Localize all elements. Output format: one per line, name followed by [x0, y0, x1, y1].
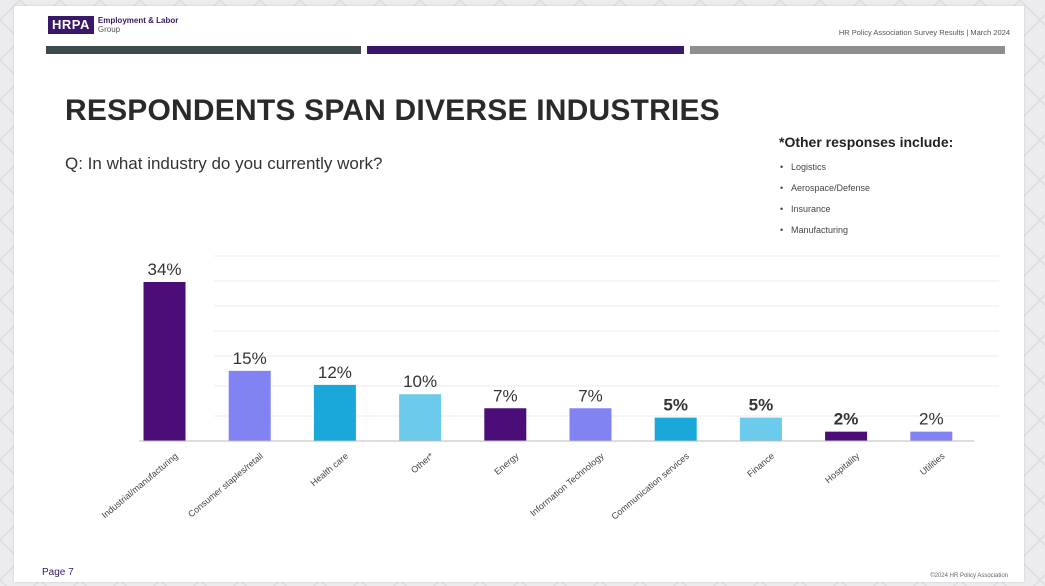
data-label: 5% — [663, 396, 688, 415]
data-label: 7% — [578, 386, 603, 405]
data-label: 2% — [919, 410, 944, 429]
header-rule-purple — [367, 46, 684, 54]
data-label: 34% — [147, 260, 181, 279]
bar — [313, 384, 356, 441]
bar — [484, 408, 527, 441]
category-label: Consumer staples/retail — [186, 451, 265, 519]
bar — [143, 282, 186, 441]
other-response-item: Logistics — [779, 160, 953, 181]
bar — [569, 408, 612, 441]
header-rule-light — [690, 46, 1005, 54]
header-meta: HR Policy Association Survey Results | M… — [838, 28, 1010, 37]
industry-bar-chart: 34% Industrial/manufacturing 15% Consumer s… — [100, 255, 999, 522]
bar — [228, 370, 271, 441]
other-responses-title: *Other responses include: — [779, 134, 954, 150]
bar — [910, 431, 953, 441]
data-label: 5% — [749, 396, 774, 415]
data-label: 15% — [233, 349, 267, 368]
header-rule-gray — [46, 46, 361, 54]
bar — [739, 417, 782, 441]
hrpa-logo: HRPA Employment & Labor Group — [48, 16, 178, 34]
category-label: Utilities — [918, 451, 947, 478]
data-label: 7% — [493, 386, 518, 405]
other-response-item: Aerospace/Defense — [779, 181, 953, 202]
category-label: Industrial/manufacturing — [100, 451, 180, 520]
category-label: Communication services — [609, 451, 691, 522]
logo-line-2: Group — [97, 25, 121, 34]
logo-mark: HRPA — [48, 16, 94, 34]
other-response-item: Manufacturing — [779, 223, 953, 244]
category-label: Hospitality — [823, 451, 862, 486]
slide-title: RESPONDENTS SPAN DIVERSE INDUSTRIES — [65, 94, 720, 127]
category-label: Energy — [492, 451, 521, 477]
data-label: 2% — [834, 410, 859, 429]
category-label: Other* — [409, 451, 436, 476]
data-label: 12% — [318, 363, 352, 382]
bar — [654, 417, 697, 441]
other-response-item: Insurance — [779, 202, 953, 223]
survey-question: Q: In what industry do you currently wor… — [65, 154, 383, 173]
page-number: Page 7 — [42, 567, 74, 578]
other-responses-box: *Other responses include: Logistics Aero… — [779, 134, 953, 244]
category-label: Health care — [308, 451, 350, 488]
data-label: 10% — [403, 372, 437, 391]
bar — [825, 431, 868, 441]
logo-text: Employment & Labor Group — [98, 16, 178, 34]
category-label: Information Technology — [528, 451, 606, 519]
category-label: Finance — [745, 451, 776, 479]
slide: HRPA Employment & Labor Group HR Policy … — [14, 6, 1024, 582]
bar — [399, 394, 442, 441]
other-responses-list: Logistics Aerospace/Defense Insurance Ma… — [779, 160, 953, 244]
logo-line-1: Employment & Labor — [97, 16, 179, 25]
copyright: ©2024 HR Policy Association — [930, 573, 1008, 579]
